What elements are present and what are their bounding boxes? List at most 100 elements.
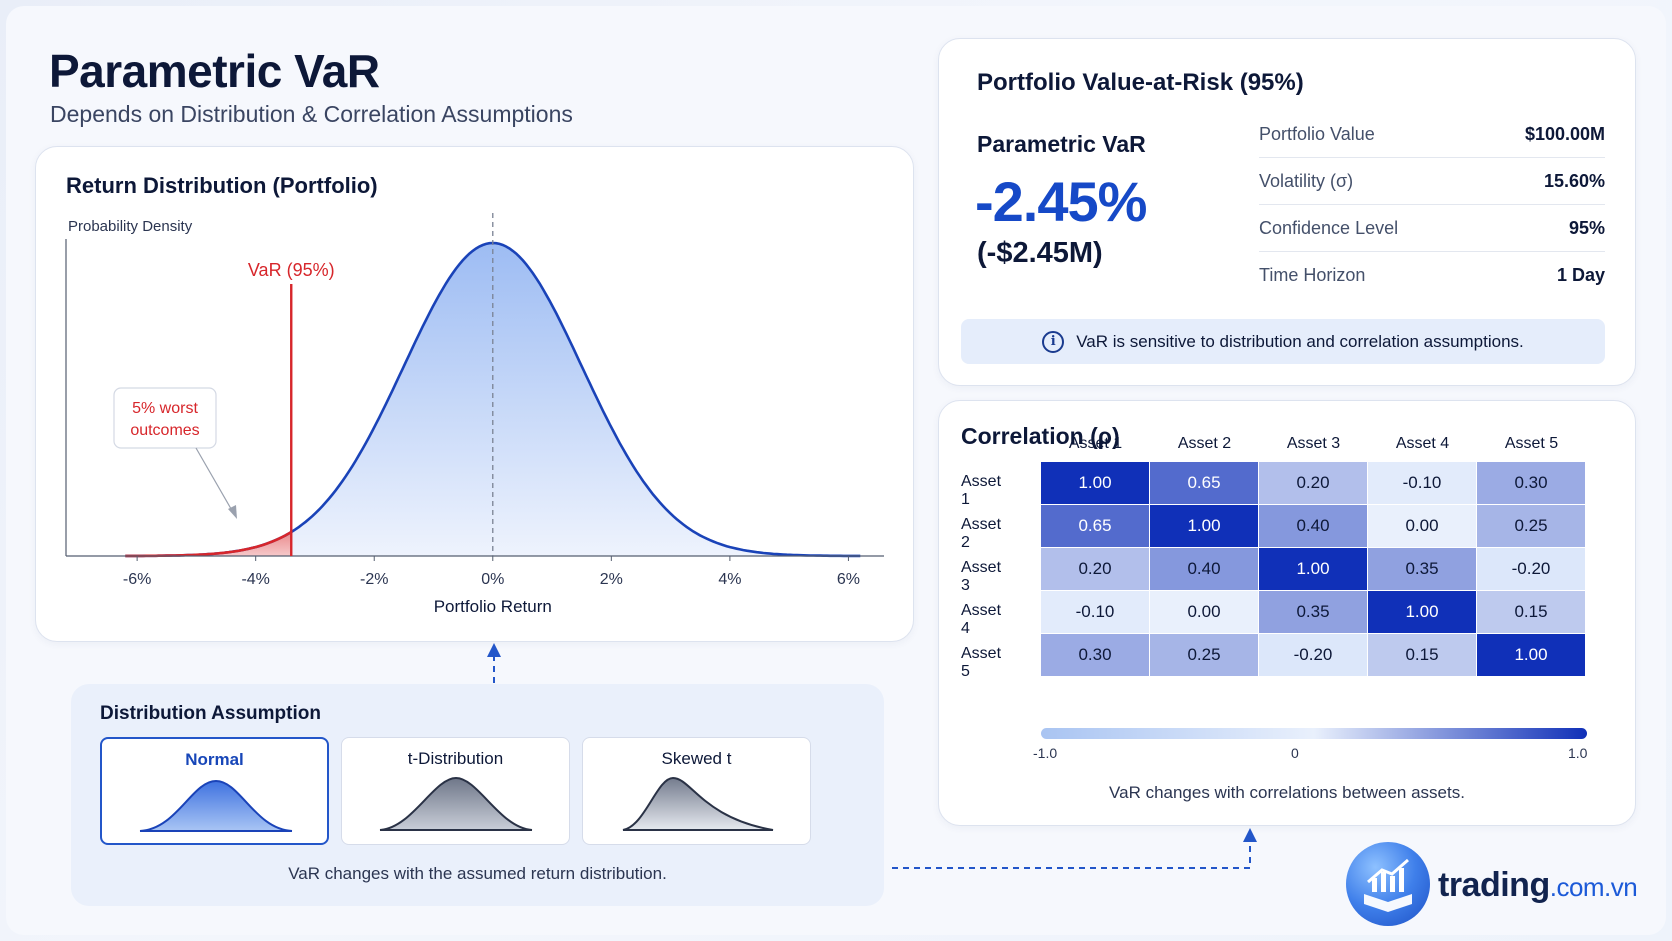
correlation-cell: 0.30 [1477, 462, 1585, 504]
var-card-title: Portfolio Value-at-Risk (95%) [977, 69, 1304, 96]
assumption-note: VaR changes with the assumed return dist… [288, 864, 667, 883]
distribution-chart: VaR (95%) -6% -4% -2% 0% 2% 4% 6% Probability De… [65, 213, 884, 616]
option-label: Normal [185, 750, 244, 769]
t-curve-icon [379, 776, 533, 831]
stat-row-portfolio-value: Portfolio Value $100.00M [1259, 111, 1605, 158]
correlation-cell: 1.00 [1041, 462, 1149, 504]
scale-tick-min: -1.0 [1033, 745, 1058, 761]
correlation-note: VaR changes with correlations between as… [1109, 783, 1465, 802]
info-icon: i [1042, 330, 1065, 353]
stat-row-time-horizon: Time Horizon 1 Day [1259, 252, 1605, 299]
x-tick-label: 6% [837, 571, 860, 588]
correlation-cell: -0.10 [1368, 462, 1476, 504]
correlation-cell: -0.20 [1259, 634, 1367, 676]
option-t-distribution[interactable]: t-Distribution [341, 737, 570, 845]
correlation-row-header: Asset 4 [961, 602, 1002, 637]
stat-row-confidence-level: Confidence Level 95% [1259, 205, 1605, 252]
x-axis-label: Portfolio Return [434, 597, 552, 616]
correlation-column-header: Asset 2 [1177, 435, 1232, 452]
scale-tick-max: 1.0 [1568, 745, 1588, 761]
logo-name: trading [1438, 866, 1550, 904]
normal-curve-icon [139, 779, 293, 832]
correlation-column-header: Asset 4 [1395, 435, 1450, 452]
correlation-cell: -0.10 [1041, 591, 1149, 633]
stat-label: Time Horizon [1259, 265, 1366, 285]
correlation-cell: 1.00 [1477, 634, 1585, 676]
skewed-curve-icon [622, 776, 774, 831]
correlation-cell: 0.30 [1041, 634, 1149, 676]
annotation-arrow-icon [228, 505, 237, 519]
chart-title: Return Distribution (Portfolio) [66, 173, 378, 198]
option-skewed-t[interactable]: Skewed t [582, 737, 811, 845]
stat-value: 15.60% [1543, 170, 1605, 191]
x-tick-label: -2% [360, 571, 388, 588]
stat-value: $100.00M [1524, 123, 1605, 144]
brand-logo[interactable]: trading.com.vn [1346, 842, 1638, 930]
correlation-cell: 0.00 [1150, 591, 1258, 633]
correlation-row-header: Asset 5 [961, 645, 1002, 680]
correlation-cell: -0.20 [1477, 548, 1585, 590]
var-label: Parametric VaR [977, 131, 1146, 157]
x-tick-label: -6% [123, 571, 151, 588]
correlation-cell: 0.40 [1150, 548, 1258, 590]
correlation-cell: 0.25 [1477, 505, 1585, 547]
scale-tick-mid: 0 [1291, 745, 1299, 761]
book-chart-logo-icon [1346, 842, 1430, 926]
stat-row-volatility: Volatility (σ) 15.60% [1259, 158, 1605, 205]
stat-label: Portfolio Value [1259, 123, 1375, 144]
correlation-color-scale [1041, 728, 1587, 739]
option-label: Skewed t [661, 749, 732, 768]
annotation-pointer [195, 447, 235, 515]
correlation-cell: 1.00 [1368, 591, 1476, 633]
correlation-column-header: Asset 5 [1504, 435, 1559, 452]
stat-label: Volatility (σ) [1259, 170, 1354, 191]
note-text: VaR is sensitive to distribution and cor… [1076, 331, 1524, 351]
correlation-cell: 0.35 [1368, 548, 1476, 590]
x-tick-label: 4% [718, 571, 741, 588]
correlation-card: Correlation (ρ) Asset 1 Asset 2 Asset 3 Ass… [938, 400, 1636, 826]
correlation-cell: 0.65 [1041, 505, 1149, 547]
tail-area [125, 532, 292, 556]
correlation-cell: 0.35 [1259, 591, 1367, 633]
distribution-assumption-panel: Distribution Assumption Normal t-Distrib… [71, 684, 884, 906]
return-distribution-card: Return Distribution (Portfolio) VaR (95%… [35, 146, 914, 642]
x-tick-label: 0% [481, 571, 504, 588]
correlation-title: Correlation (ρ) [961, 423, 1120, 449]
correlation-cell: 0.65 [1150, 462, 1258, 504]
stat-label: Confidence Level [1259, 217, 1399, 238]
correlation-cell: 0.20 [1041, 548, 1149, 590]
correlation-cell: 1.00 [1150, 505, 1258, 547]
page-subtitle: Depends on Distribution & Correlation As… [50, 101, 573, 127]
correlation-cell: 0.00 [1368, 505, 1476, 547]
correlation-row-header: Asset 2 [961, 516, 1002, 551]
correlation-cell: 0.15 [1368, 634, 1476, 676]
var-sensitivity-note: i VaR is sensitive to distribution and c… [961, 319, 1605, 364]
y-axis-label: Probability Density [68, 218, 193, 235]
tail-annotation-box [113, 387, 217, 449]
x-tick-label: -4% [241, 571, 269, 588]
var-stats: Portfolio Value $100.00M Volatility (σ) … [1259, 111, 1605, 299]
x-tick-label: 2% [600, 571, 623, 588]
correlation-cell: 0.15 [1477, 591, 1585, 633]
correlation-cell: 0.25 [1150, 634, 1258, 676]
correlation-column-header: Asset 1 [1068, 435, 1123, 452]
stat-value: 95% [1568, 217, 1605, 238]
correlation-row-header: Asset 1 [961, 473, 1002, 508]
correlation-cell: 0.20 [1259, 462, 1367, 504]
var-line-label: VaR (95%) [248, 260, 335, 280]
assumption-title: Distribution Assumption [100, 703, 321, 724]
option-label: t-Distribution [407, 749, 504, 768]
logo-text: trading.com.vn [1438, 866, 1638, 905]
stat-value: 1 Day [1556, 265, 1605, 285]
var-percent: -2.45% [975, 170, 1147, 233]
correlation-cell: 0.40 [1259, 505, 1367, 547]
option-normal[interactable]: Normal [100, 737, 329, 845]
tail-annotation-text: outcomes [130, 422, 199, 439]
logo-tld: .com.vn [1549, 872, 1638, 902]
distribution-area [125, 243, 861, 556]
page-title: Parametric VaR [49, 45, 380, 97]
var-amount: (-$2.45M) [977, 237, 1103, 269]
tail-annotation-text: 5% worst [132, 400, 198, 417]
correlation-column-header: Asset 3 [1286, 435, 1341, 452]
correlation-row-header: Asset 3 [961, 559, 1002, 594]
